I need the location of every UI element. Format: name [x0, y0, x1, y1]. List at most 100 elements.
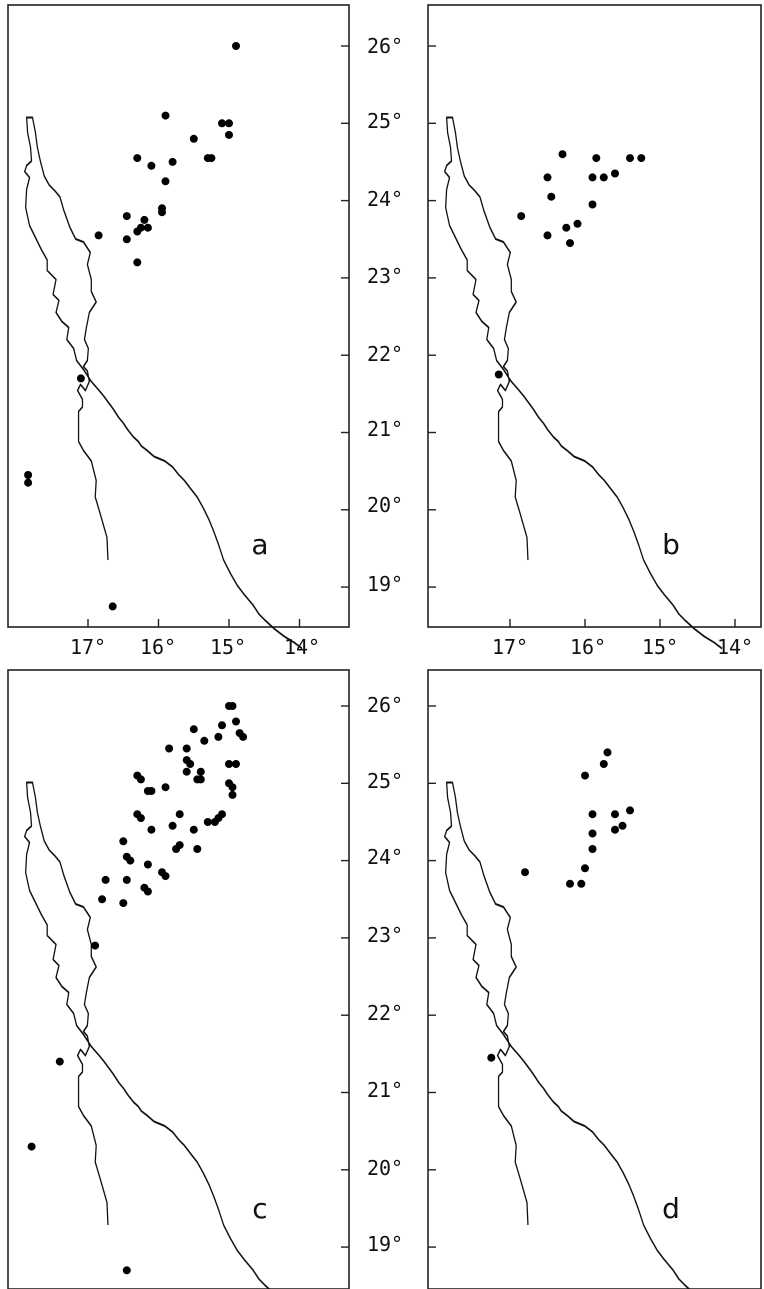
lon-label-17: 17° [492, 635, 528, 659]
lat-label-21: 21° [367, 1078, 403, 1102]
occurrence-dot [126, 856, 135, 865]
lon-label-15: 15° [642, 635, 678, 659]
occurrence-dot [55, 1057, 64, 1066]
occurrence-dot [182, 767, 191, 776]
occurrence-dot [196, 775, 205, 784]
occurrence-dot [189, 725, 198, 734]
occurrence-dot [122, 875, 131, 884]
occurrence-dot [214, 732, 223, 741]
occurrence-dot [218, 721, 226, 730]
occurrence-dot [577, 879, 586, 888]
panel-letter: d [662, 1192, 680, 1225]
occurrence-dot [203, 818, 212, 826]
occurrence-dot [143, 887, 152, 896]
occurrence-dot [189, 134, 198, 143]
occurrence-dot [196, 767, 205, 776]
occurrence-dot [494, 370, 503, 379]
panel-letter: c [252, 1192, 267, 1225]
map-panel-a: a [7, 4, 350, 650]
occurrence-dot [599, 760, 608, 768]
occurrence-dot [165, 744, 174, 753]
lat-label-22: 22° [367, 342, 403, 366]
occurrence-dot [119, 899, 128, 908]
lat-label-19: 19° [367, 572, 403, 596]
lat-label-20: 20° [367, 493, 403, 517]
occurrence-dot [239, 732, 248, 741]
occurrence-dot [218, 810, 226, 819]
lat-label-21: 21° [367, 417, 403, 441]
map-frame [427, 669, 762, 1289]
occurrence-dot [119, 837, 128, 846]
occurrence-dot [218, 119, 226, 128]
occurrence-dot [588, 810, 597, 819]
occurrence-dot [225, 130, 233, 139]
occurrence-dot [228, 702, 237, 710]
coastline [23, 116, 303, 650]
occurrence-dot [161, 111, 170, 120]
lon-label-16: 16° [570, 635, 606, 659]
occurrence-dot [133, 227, 142, 236]
occurrence-dot [543, 173, 552, 182]
occurrence-dot [161, 177, 170, 186]
occurrence-dot [232, 42, 240, 50]
occurrence-dot [168, 821, 177, 830]
occurrence-dot [573, 219, 582, 228]
occurrence-dot [603, 748, 612, 757]
lat-label-24: 24° [367, 845, 403, 869]
occurrence-dot [581, 771, 589, 780]
occurrence-dot [158, 208, 166, 217]
occurrence-dot [611, 810, 619, 819]
lat-label-25: 25° [367, 109, 403, 133]
occurrence-dot [588, 829, 597, 838]
occurrence-dot [228, 790, 237, 799]
occurrence-dot [562, 223, 571, 232]
occurrence-dot [547, 192, 556, 201]
occurrence-dot [599, 173, 608, 182]
occurrence-dot [618, 821, 627, 830]
occurrence-dot [133, 258, 142, 267]
map-panel-d: d [427, 669, 762, 1289]
coastline [443, 781, 723, 1289]
map-frame [427, 4, 762, 628]
lon-label-14: 14° [284, 635, 320, 659]
occurrence-dot [168, 157, 177, 166]
lat-label-26: 26° [367, 34, 403, 58]
occurrence-dot [566, 879, 574, 888]
lon-label-14: 14° [717, 635, 753, 659]
occurrence-dot [517, 212, 526, 221]
lat-label-20: 20° [367, 1156, 403, 1180]
occurrence-dot [626, 154, 634, 163]
longitude-axis-right: 17° 16° 15° 14° [492, 635, 753, 659]
lon-label-17: 17° [70, 635, 106, 659]
occurrence-dot [24, 478, 33, 487]
occurrence-dot [487, 1053, 496, 1062]
coastline [443, 116, 723, 650]
occurrence-dot [122, 235, 131, 244]
longitude-axis-left: 17° 16° 15° 14° [70, 635, 320, 659]
map-panel-b: b [427, 4, 762, 650]
occurrence-dot [588, 200, 597, 209]
lat-label-25: 25° [367, 769, 403, 793]
occurrence-dot [588, 845, 597, 853]
occurrence-dot [175, 841, 184, 850]
occurrence-dot [521, 868, 529, 877]
lat-label-24: 24° [367, 187, 403, 211]
occurrence-dot [543, 231, 552, 240]
occurrence-dot [186, 760, 195, 768]
occurrence-dot [147, 825, 156, 834]
occurrence-dot [588, 173, 597, 182]
occurrence-dot [161, 872, 170, 881]
occurrence-dot [558, 150, 567, 159]
occurrence-points [24, 42, 240, 611]
lat-label-22: 22° [367, 1001, 403, 1025]
lat-label-23: 23° [367, 264, 403, 288]
occurrence-dot [232, 760, 240, 768]
occurrence-dot [94, 231, 103, 240]
occurrence-dot [98, 895, 107, 904]
occurrence-dot [143, 860, 152, 869]
occurrence-dot [122, 212, 131, 221]
occurrence-dot [637, 154, 646, 163]
occurrence-dot [175, 810, 184, 819]
occurrence-dot [566, 239, 574, 248]
occurrence-dot [91, 941, 100, 950]
